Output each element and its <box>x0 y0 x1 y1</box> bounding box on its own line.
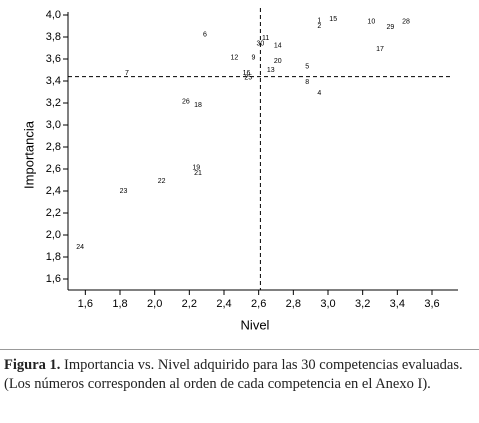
y-tick-label: 3,8 <box>46 31 61 43</box>
point-label: 23 <box>120 188 128 195</box>
point-label: 16 <box>243 70 251 77</box>
point-label: 24 <box>76 244 84 251</box>
y-tick-label: 2,4 <box>46 185 61 197</box>
y-tick-label: 3,2 <box>46 97 61 109</box>
y-tick-label: 1,6 <box>46 273 61 285</box>
point-label: 22 <box>158 178 166 185</box>
point-label: 21 <box>194 170 202 177</box>
point-label: 19 <box>192 165 200 172</box>
point-label: 6 <box>203 32 207 39</box>
point-label: 7 <box>125 70 129 77</box>
point-label: 10 <box>367 18 375 25</box>
x-tick-label: 3,2 <box>355 298 370 310</box>
x-tick-label: 3,4 <box>390 298 405 310</box>
point-label: 29 <box>387 24 395 31</box>
y-tick-label: 3,4 <box>46 75 61 87</box>
point-label: 17 <box>376 46 384 53</box>
x-tick-label: 2,2 <box>182 298 197 310</box>
y-tick-label: 3,0 <box>46 119 61 131</box>
chart: Nivel Importancia 1,6 1,8 2,0 2,2 2,4 2,6 2,8 3… <box>21 8 458 332</box>
point-label: 4 <box>317 90 321 97</box>
point-label: 30 <box>257 40 265 47</box>
x-tick-label: 2,8 <box>286 298 301 310</box>
caption-label: Figura 1. <box>4 357 61 373</box>
x-tick-label: 2,6 <box>251 298 266 310</box>
x-axis-label: Nivel <box>241 317 270 332</box>
y-tick-label: 3,6 <box>46 53 61 65</box>
x-tick-label: 1,6 <box>78 298 93 310</box>
x-tick-label: 2,4 <box>216 298 231 310</box>
point-label: 11 <box>262 35 269 42</box>
point-label: 26 <box>182 99 190 106</box>
point-label: 12 <box>231 55 239 62</box>
y-axis-label: Importancia <box>21 120 36 189</box>
point-label: 20 <box>274 58 282 65</box>
separator <box>0 349 479 350</box>
y-tick-label: 4,0 <box>46 9 61 21</box>
x-tick-label: 3,0 <box>320 298 335 310</box>
point-label: 25 <box>244 75 252 82</box>
point-label: 8 <box>305 79 309 86</box>
point-label: 9 <box>252 55 256 62</box>
point-label: 5 <box>305 64 309 71</box>
caption: Figura 1. Importancia vs. Nivel adquirid… <box>4 356 474 394</box>
x-tick-label: 3,6 <box>424 298 439 310</box>
x-tick-label: 2,0 <box>147 298 162 310</box>
point-label: 2 <box>317 23 321 30</box>
point-label: 1 <box>317 17 321 24</box>
y-tick-label: 2,6 <box>46 163 61 175</box>
y-tick-label: 1,8 <box>46 251 61 263</box>
y-tick-label: 2,2 <box>46 207 61 219</box>
point-label: 13 <box>267 67 275 74</box>
y-tick-label: 2,0 <box>46 229 61 241</box>
point-label: 14 <box>274 43 282 50</box>
point-label: 18 <box>194 102 202 109</box>
point-label: 28 <box>402 18 410 25</box>
point-label: 15 <box>329 16 337 23</box>
caption-text: Importancia vs. Nivel adquirido para las… <box>4 357 463 392</box>
x-tick-label: 1,8 <box>112 298 127 310</box>
y-tick-label: 2,8 <box>46 141 61 153</box>
